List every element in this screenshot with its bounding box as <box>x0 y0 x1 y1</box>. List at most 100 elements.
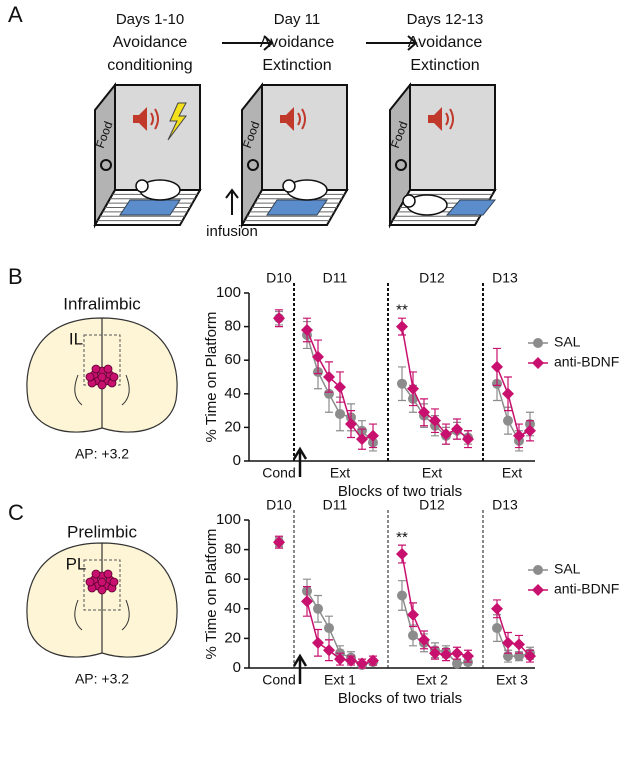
platform <box>445 199 497 216</box>
infusion-site <box>97 372 107 382</box>
data-point <box>334 653 346 666</box>
infusion-site <box>85 577 95 587</box>
group-label: Ext <box>502 465 522 481</box>
group-label: Cond <box>262 465 295 481</box>
group-label: Ext 3 <box>496 672 528 688</box>
infusion-site <box>91 569 101 579</box>
legend-marker <box>533 338 543 348</box>
data-point <box>335 408 345 419</box>
shock <box>167 102 187 141</box>
infusion-site <box>97 585 107 595</box>
region-box <box>83 334 121 386</box>
infusion-site <box>97 380 107 390</box>
data-point <box>524 424 536 437</box>
data-point <box>345 654 357 667</box>
back-wall <box>409 84 496 191</box>
data-point <box>440 648 452 661</box>
legend-label: SAL <box>554 561 581 577</box>
ap-label: AP: +3.2 <box>75 671 129 687</box>
infusion-site <box>109 577 119 587</box>
series-line <box>496 608 531 657</box>
y-tick-label: 80 <box>224 541 241 558</box>
brain-section: PL <box>26 542 178 658</box>
lever <box>247 159 259 171</box>
brain-detail <box>74 374 130 406</box>
x-axis-label: Blocks of two trials <box>338 483 462 500</box>
y-axis-label: % Time on Platform <box>203 529 220 660</box>
series-line <box>496 383 531 443</box>
back-wall <box>261 84 348 191</box>
data-point <box>397 590 407 601</box>
y-tick-label: 80 <box>224 318 241 335</box>
data-point <box>345 418 357 431</box>
back-wall <box>114 84 201 191</box>
stage-title: Avoidance <box>260 34 335 51</box>
data-point <box>524 650 536 663</box>
y-tick-label: 0 <box>233 659 241 676</box>
infusion-site <box>91 364 101 374</box>
data-point <box>418 633 430 646</box>
region-abbrev: PL <box>66 554 87 573</box>
data-point <box>397 378 407 389</box>
infusion-site <box>109 372 119 382</box>
infusion-site <box>97 577 107 587</box>
stage-title: conditioning <box>107 57 192 74</box>
day-label: D10 <box>266 270 292 286</box>
y-tick-label: 0 <box>233 452 241 469</box>
data-point <box>418 406 430 419</box>
stage-days: Days 12-13 <box>407 11 484 28</box>
data-point <box>367 429 379 442</box>
sound-waves <box>150 108 159 130</box>
platform <box>266 199 328 216</box>
data-point <box>301 595 313 608</box>
day-label: D12 <box>419 497 445 513</box>
data-point <box>408 630 418 641</box>
data-point <box>396 548 408 561</box>
data-point <box>451 647 463 660</box>
region-label: Infralimbic <box>63 294 141 313</box>
group-label: Cond <box>262 672 295 688</box>
panel-letter: B <box>8 264 23 289</box>
y-tick-label: 60 <box>224 351 241 368</box>
data-point <box>513 638 525 651</box>
data-point <box>356 657 368 670</box>
data-point <box>396 320 408 333</box>
data-point <box>324 388 334 399</box>
group-label: Ext <box>422 465 442 481</box>
data-point <box>452 658 462 669</box>
rat-head <box>402 194 416 208</box>
data-point <box>429 647 441 660</box>
brain-detail <box>74 599 130 631</box>
stage-arrows <box>222 35 418 215</box>
data-point <box>407 608 419 621</box>
infusion-arrow <box>292 653 308 684</box>
data-point <box>324 623 334 634</box>
legend-label: SAL <box>554 334 581 350</box>
group-label: Ext <box>330 465 350 481</box>
data-point <box>440 428 452 441</box>
chamber: Food <box>93 82 202 229</box>
chamber: Food <box>388 82 497 229</box>
y-tick-label: 20 <box>224 418 241 435</box>
data-point <box>334 381 346 394</box>
stage-title: Avoidance <box>408 34 483 51</box>
panel-letter: C <box>8 500 24 525</box>
infusion-site <box>85 372 95 382</box>
data-point <box>491 602 503 615</box>
data-point <box>323 644 335 657</box>
series-line <box>401 553 469 657</box>
data-point <box>462 650 474 663</box>
y-tick-label: 100 <box>216 511 241 528</box>
series-line <box>496 627 531 657</box>
data-point <box>313 603 323 614</box>
brain-outline <box>26 542 178 658</box>
y-axis-label: % Time on Platform <box>203 312 220 443</box>
stage-title: Avoidance <box>113 34 188 51</box>
region-abbrev: IL <box>69 329 83 348</box>
stage-days: Days 1-10 <box>116 11 184 28</box>
significance: ** <box>396 302 408 319</box>
infusion-arrow <box>292 446 308 477</box>
data-point <box>502 387 514 400</box>
sound-waves <box>297 108 306 130</box>
stage-title: Extinction <box>410 57 479 74</box>
